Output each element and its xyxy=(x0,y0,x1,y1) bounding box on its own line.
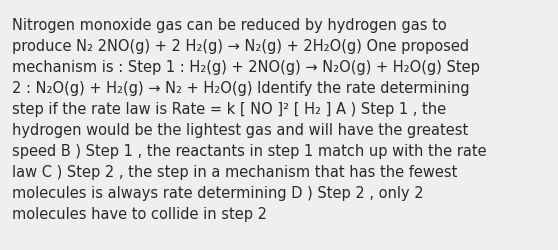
Text: 2 : N₂O(g) + H₂(g) → N₂ + H₂O(g) Identify the rate determining: 2 : N₂O(g) + H₂(g) → N₂ + H₂O(g) Identif… xyxy=(12,81,470,96)
Text: mechanism is : Step 1 : H₂(g) + 2NO(g) → N₂O(g) + H₂O(g) Step: mechanism is : Step 1 : H₂(g) + 2NO(g) →… xyxy=(12,60,480,75)
Text: molecules is always rate determining D ) Step 2 , only 2: molecules is always rate determining D )… xyxy=(12,185,424,200)
Text: hydrogen would be the lightest gas and will have the greatest: hydrogen would be the lightest gas and w… xyxy=(12,122,468,138)
Text: Nitrogen monoxide gas can be reduced by hydrogen gas to: Nitrogen monoxide gas can be reduced by … xyxy=(12,18,447,33)
Text: law C ) Step 2 , the step in a mechanism that has the fewest: law C ) Step 2 , the step in a mechanism… xyxy=(12,164,458,179)
Text: molecules have to collide in step 2: molecules have to collide in step 2 xyxy=(12,206,267,221)
Text: speed B ) Step 1 , the reactants in step 1 match up with the rate: speed B ) Step 1 , the reactants in step… xyxy=(12,144,487,158)
Text: step if the rate law is Rate = k [ NO ]² [ H₂ ] A ) Step 1 , the: step if the rate law is Rate = k [ NO ]²… xyxy=(12,102,446,116)
Text: produce N₂ 2NO(g) + 2 H₂(g) → N₂(g) + 2H₂O(g) One proposed: produce N₂ 2NO(g) + 2 H₂(g) → N₂(g) + 2H… xyxy=(12,39,469,54)
